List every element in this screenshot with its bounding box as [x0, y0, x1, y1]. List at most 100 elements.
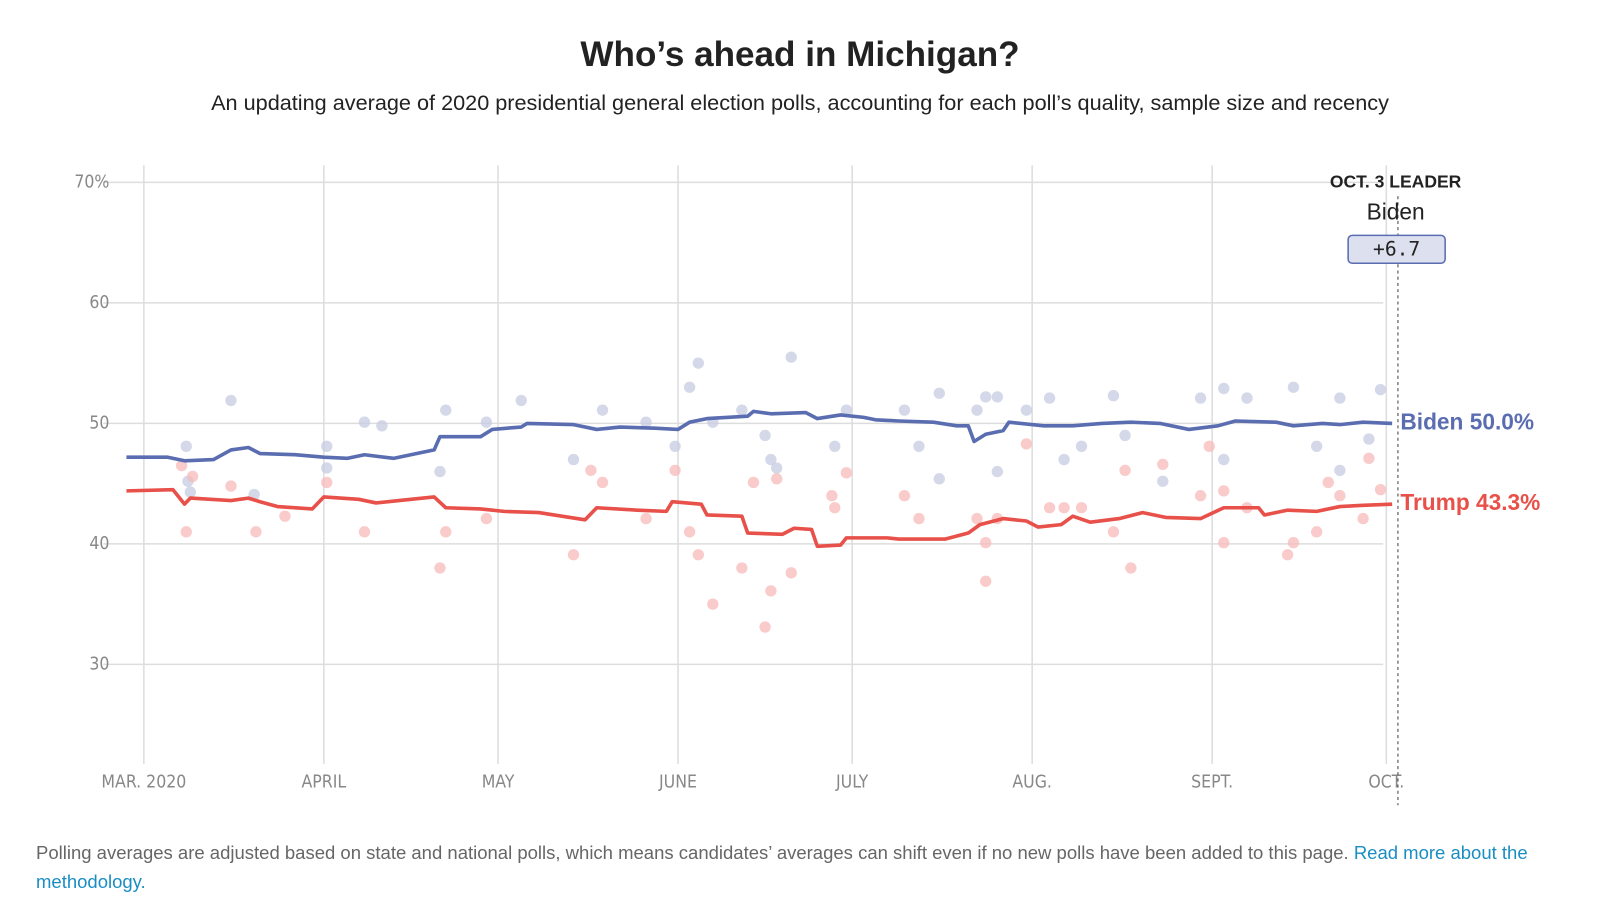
poll-dot: [1363, 433, 1375, 445]
poll-dot: [585, 464, 597, 477]
poll-dot: [1107, 390, 1120, 402]
series-name: Biden: [1400, 408, 1463, 434]
poll-dot: [826, 490, 838, 502]
y-tick-label: 50: [89, 413, 109, 433]
y-tick-label: 40: [89, 534, 109, 554]
poll-dot: [1218, 453, 1230, 466]
poll-dot: [440, 404, 452, 416]
poll-dot: [980, 537, 992, 549]
poll-dot: [184, 486, 196, 498]
x-tick-label: SEPT.: [1191, 772, 1233, 792]
average-line: [126, 409, 1393, 463]
poll-dot: [1363, 452, 1375, 465]
chart-title: Who’s ahead in Michigan?: [580, 35, 1019, 74]
x-tick-label: APRIL: [302, 772, 347, 792]
poll-dot: [991, 391, 1004, 403]
x-tick-label: AUG.: [1012, 772, 1052, 792]
poll-dot: [1310, 440, 1323, 452]
poll-dot: [321, 440, 333, 452]
poll-dot: [971, 404, 983, 416]
poll-dot: [736, 404, 748, 416]
poll-dot: [175, 459, 188, 472]
poll-dot: [1119, 429, 1131, 442]
poll-dot: [515, 394, 527, 407]
poll-dot: [1058, 453, 1070, 466]
poll-dot: [1357, 512, 1369, 525]
poll-dot: [596, 404, 609, 416]
poll-dot: [683, 526, 696, 538]
methodology-link[interactable]: Read more about the methodology.: [36, 842, 1528, 892]
average-line: [126, 487, 1393, 549]
poll-dot: [358, 526, 371, 538]
poll-dot: [669, 440, 681, 452]
poll-dot: [829, 502, 841, 514]
poll-dot: [596, 476, 609, 489]
poll-dot: [358, 416, 371, 428]
poll-dot: [913, 512, 925, 525]
poll-dot: [829, 440, 841, 452]
poll-dot: [669, 464, 681, 477]
poll-dot: [785, 567, 797, 579]
poll-dot: [980, 391, 992, 403]
poll-dot: [1218, 537, 1230, 549]
poll-dots: [175, 351, 1387, 633]
lines: Biden 50.0% Trump 43.3%: [126, 408, 1540, 549]
poll-dot: [898, 404, 911, 416]
x-tick-label: OCT.: [1368, 772, 1404, 792]
poll-dot: [991, 465, 1004, 478]
y-tick-label: 60: [89, 293, 109, 313]
poll-dot: [1075, 440, 1088, 452]
poll-dot: [692, 549, 705, 561]
footnote-text: Polling averages are adjusted based on s…: [36, 842, 1349, 863]
annotations: OCT. 3 LEADER Biden +6.7: [1330, 171, 1462, 806]
poll-dot: [1157, 458, 1169, 471]
poll-dot: [480, 512, 493, 525]
poll-dot: [771, 462, 783, 474]
poll-dot: [785, 351, 797, 363]
x-tick-label: JULY: [835, 772, 869, 792]
poll-dot: [933, 387, 945, 399]
end-label: Trump 43.3%: [1400, 489, 1540, 515]
poll-dot: [1310, 526, 1323, 538]
poll-dot: [376, 420, 388, 432]
poll-dot: [640, 416, 652, 428]
poll-dot: [180, 526, 192, 538]
poll-dot: [840, 467, 853, 479]
poll-dot: [1322, 476, 1334, 489]
end-label: Biden 50.0%: [1400, 408, 1534, 434]
chart-subtitle: An updating average of 2020 presidential…: [211, 90, 1389, 115]
poll-dot: [1281, 549, 1294, 561]
y-tick-label: 70%: [74, 172, 109, 192]
poll-dot: [707, 598, 719, 610]
poll-dot: [1157, 475, 1169, 487]
poll-dot: [225, 394, 237, 407]
poll-dot: [1125, 562, 1137, 574]
poll-dot: [321, 462, 333, 474]
series-end-value: 43.3%: [1476, 489, 1540, 515]
series-name: Trump: [1400, 489, 1469, 515]
leader-title: OCT. 3 LEADER: [1330, 171, 1462, 191]
poll-dot: [1241, 392, 1253, 404]
poll-dot: [1020, 438, 1033, 450]
poll-dot: [1043, 502, 1056, 514]
poll-dot: [480, 416, 493, 428]
leader-margin-box: [1347, 234, 1446, 265]
poll-dot: [1334, 490, 1346, 502]
poll-dot: [1020, 404, 1033, 416]
poll-dot: [1203, 440, 1215, 452]
poll-dot: [640, 512, 652, 525]
poll-dot: [1218, 382, 1230, 395]
poll-dot: [440, 526, 452, 538]
poll-dot: [1119, 464, 1131, 477]
poll-dot: [180, 440, 192, 452]
poll-dot: [1334, 392, 1346, 404]
poll-dot: [765, 585, 777, 597]
grid: 30 40 50 60 70% MAR. 2020 APRIL MAY JUNE JULY AUG.…: [74, 165, 1404, 792]
poll-dot: [683, 381, 696, 393]
poll-dot: [1043, 392, 1056, 404]
poll-dot: [1058, 502, 1070, 514]
poll-dot: [759, 621, 771, 633]
poll-dot: [913, 440, 925, 452]
poll-dot: [567, 453, 580, 466]
poll-dot: [279, 510, 291, 522]
